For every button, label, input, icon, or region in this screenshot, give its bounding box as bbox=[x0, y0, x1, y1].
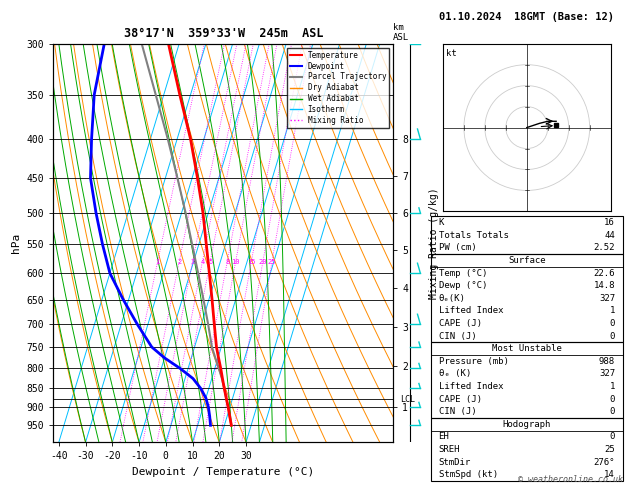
Text: 10: 10 bbox=[231, 259, 240, 265]
Text: 2.52: 2.52 bbox=[594, 243, 615, 252]
Text: 20: 20 bbox=[259, 259, 267, 265]
Text: SREH: SREH bbox=[438, 445, 460, 454]
Text: 4: 4 bbox=[200, 259, 204, 265]
Text: Temp (°C): Temp (°C) bbox=[438, 269, 487, 278]
X-axis label: Dewpoint / Temperature (°C): Dewpoint / Temperature (°C) bbox=[132, 467, 314, 477]
Text: 01.10.2024  18GMT (Base: 12): 01.10.2024 18GMT (Base: 12) bbox=[439, 12, 615, 22]
Text: Most Unstable: Most Unstable bbox=[492, 344, 562, 353]
Legend: Temperature, Dewpoint, Parcel Trajectory, Dry Adiabat, Wet Adiabat, Isotherm, Mi: Temperature, Dewpoint, Parcel Trajectory… bbox=[287, 48, 389, 128]
Text: StmSpd (kt): StmSpd (kt) bbox=[438, 470, 498, 479]
Text: 5: 5 bbox=[208, 259, 212, 265]
Text: 276°: 276° bbox=[594, 458, 615, 467]
Text: 16: 16 bbox=[604, 218, 615, 227]
Text: 2: 2 bbox=[177, 259, 181, 265]
Text: 25: 25 bbox=[268, 259, 276, 265]
Text: 0: 0 bbox=[610, 395, 615, 404]
Text: Dewp (°C): Dewp (°C) bbox=[438, 281, 487, 290]
Text: 0: 0 bbox=[610, 407, 615, 417]
Text: EH: EH bbox=[438, 433, 449, 441]
Text: 0: 0 bbox=[610, 331, 615, 341]
Text: 1: 1 bbox=[155, 259, 160, 265]
Text: StmDir: StmDir bbox=[438, 458, 470, 467]
Text: Lifted Index: Lifted Index bbox=[438, 306, 503, 315]
Text: 22.6: 22.6 bbox=[594, 269, 615, 278]
Text: 25: 25 bbox=[604, 445, 615, 454]
Text: 38°17'N  359°33'W  245m  ASL: 38°17'N 359°33'W 245m ASL bbox=[123, 27, 323, 40]
Text: 15: 15 bbox=[247, 259, 255, 265]
Text: 1: 1 bbox=[610, 306, 615, 315]
Text: CAPE (J): CAPE (J) bbox=[438, 395, 482, 404]
Text: Surface: Surface bbox=[508, 256, 545, 265]
Bar bbox=[431, 418, 623, 481]
Text: PW (cm): PW (cm) bbox=[438, 243, 476, 252]
Text: LCL: LCL bbox=[400, 395, 415, 404]
Text: km
ASL: km ASL bbox=[393, 23, 409, 42]
Y-axis label: hPa: hPa bbox=[11, 233, 21, 253]
Text: Totals Totals: Totals Totals bbox=[438, 231, 508, 240]
Text: 8: 8 bbox=[225, 259, 230, 265]
Text: Pressure (mb): Pressure (mb) bbox=[438, 357, 508, 366]
Text: CAPE (J): CAPE (J) bbox=[438, 319, 482, 328]
Bar bbox=[431, 216, 623, 254]
Text: Lifted Index: Lifted Index bbox=[438, 382, 503, 391]
Text: 3: 3 bbox=[191, 259, 194, 265]
Text: 327: 327 bbox=[599, 369, 615, 379]
Text: Hodograph: Hodograph bbox=[503, 420, 551, 429]
Text: Mixing Ratio (g/kg): Mixing Ratio (g/kg) bbox=[429, 187, 439, 299]
Text: CIN (J): CIN (J) bbox=[438, 331, 476, 341]
Text: © weatheronline.co.uk: © weatheronline.co.uk bbox=[518, 474, 623, 484]
Text: kt: kt bbox=[447, 49, 457, 58]
Text: θₑ (K): θₑ (K) bbox=[438, 369, 470, 379]
Text: 988: 988 bbox=[599, 357, 615, 366]
Text: 1: 1 bbox=[610, 382, 615, 391]
Text: 14.8: 14.8 bbox=[594, 281, 615, 290]
Text: 44: 44 bbox=[604, 231, 615, 240]
Bar bbox=[431, 343, 623, 418]
Text: 14: 14 bbox=[604, 470, 615, 479]
Text: K: K bbox=[438, 218, 444, 227]
Text: CIN (J): CIN (J) bbox=[438, 407, 476, 417]
Bar bbox=[431, 254, 623, 343]
Text: 0: 0 bbox=[610, 433, 615, 441]
Text: 327: 327 bbox=[599, 294, 615, 303]
Text: 0: 0 bbox=[610, 319, 615, 328]
Text: θₑ(K): θₑ(K) bbox=[438, 294, 465, 303]
